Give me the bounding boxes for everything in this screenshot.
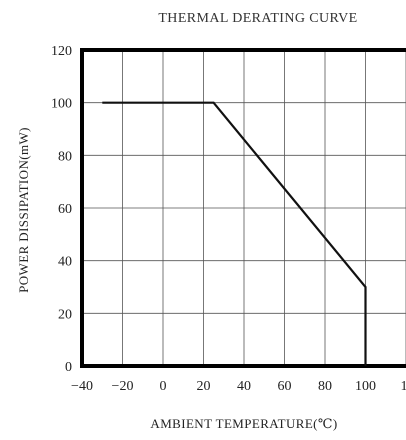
y-tick-label: 120 bbox=[51, 44, 72, 59]
x-tick-label: −40 bbox=[71, 379, 93, 394]
x-tick-label: −20 bbox=[112, 379, 134, 394]
y-tick-label: 100 bbox=[51, 97, 72, 112]
grid bbox=[82, 50, 406, 366]
x-tick-label: 80 bbox=[318, 379, 332, 394]
x-axis-ticks: −40 −20 0 20 40 60 80 100 1: bbox=[71, 379, 406, 394]
x-axis-label: AMBIENT TEMPERATURE(℃) bbox=[150, 416, 337, 431]
plot-frame bbox=[80, 48, 406, 368]
x-tick-label: 60 bbox=[278, 379, 292, 394]
x-tick-label: 0 bbox=[160, 379, 167, 394]
y-tick-label: 20 bbox=[58, 307, 72, 322]
y-axis-ticks: 0 20 40 60 80 100 120 bbox=[51, 44, 72, 375]
y-tick-label: 0 bbox=[65, 360, 72, 375]
series-layer bbox=[102, 101, 367, 366]
x-tick-label: 20 bbox=[197, 379, 211, 394]
x-tick-label: 40 bbox=[237, 379, 251, 394]
series-line-0 bbox=[102, 101, 367, 366]
x-tick-label: 100 bbox=[355, 379, 376, 394]
chart-title: THERMAL DERATING CURVE bbox=[158, 11, 357, 26]
y-tick-label: 60 bbox=[58, 202, 72, 217]
y-tick-label: 80 bbox=[58, 149, 72, 164]
y-axis-label: POWER DISSIPATION(mW) bbox=[16, 127, 31, 293]
y-tick-label: 40 bbox=[58, 255, 72, 270]
x-tick-label: 1: bbox=[401, 379, 406, 394]
